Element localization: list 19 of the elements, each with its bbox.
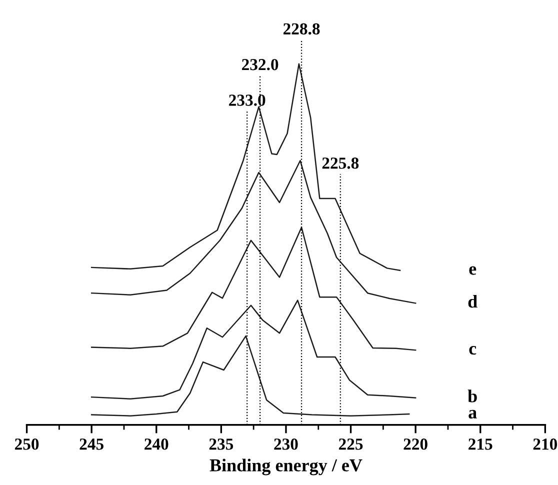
ref-line-label: 232.0 — [242, 58, 278, 70]
x-tick-label: 230 — [274, 438, 298, 450]
x-tick-label: 240 — [144, 438, 168, 450]
x-tick-label: 215 — [468, 438, 492, 450]
ref-line-label: 225.8 — [322, 158, 359, 169]
x-tick-label: 220 — [404, 438, 428, 450]
text: c — [469, 346, 476, 355]
text: d — [468, 295, 478, 308]
x-tick-label: 235 — [209, 438, 234, 450]
text: e — [469, 266, 476, 275]
ref-line-label: 233.0 — [229, 94, 266, 106]
x-axis-title: Binding energy / eV — [210, 458, 362, 476]
x-tick-label: 250 — [14, 438, 39, 450]
x-tick-label: 210 — [533, 438, 558, 450]
ref-line-label: 228.8 — [283, 23, 320, 35]
text: b — [468, 390, 477, 402]
text: a — [468, 410, 477, 419]
x-tick-label: 245 — [80, 438, 104, 450]
x-tick-label: 225 — [338, 438, 363, 450]
